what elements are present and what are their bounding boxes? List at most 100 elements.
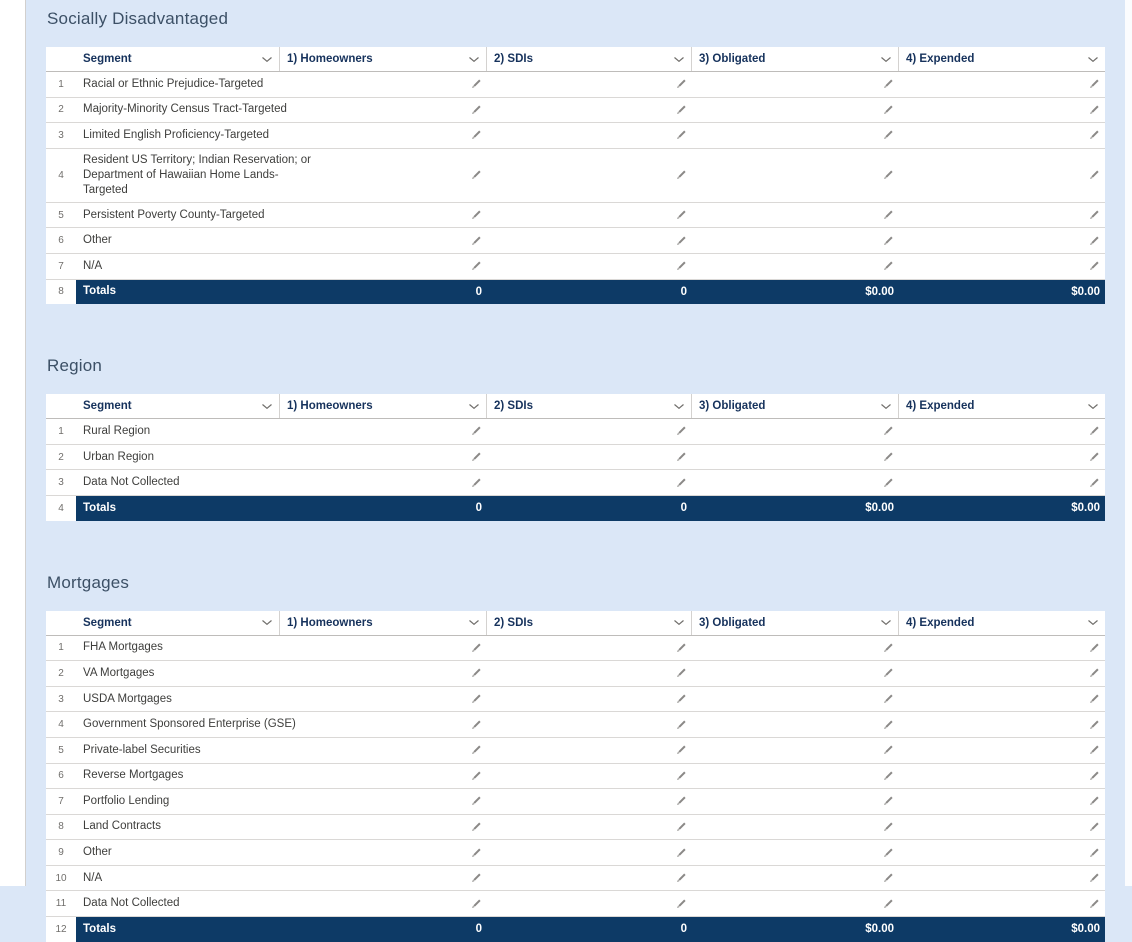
edit-pencil-icon[interactable] bbox=[470, 129, 482, 141]
editable-cell[interactable] bbox=[487, 203, 692, 228]
editable-cell[interactable] bbox=[692, 149, 899, 202]
edit-pencil-icon[interactable] bbox=[675, 719, 687, 731]
edit-pencil-icon[interactable] bbox=[470, 693, 482, 705]
edit-pencil-icon[interactable] bbox=[1088, 642, 1100, 654]
edit-pencil-icon[interactable] bbox=[675, 872, 687, 884]
editable-cell[interactable] bbox=[280, 254, 487, 279]
edit-pencil-icon[interactable] bbox=[675, 770, 687, 782]
editable-cell[interactable] bbox=[280, 661, 487, 686]
editable-cell[interactable] bbox=[487, 636, 692, 661]
edit-pencil-icon[interactable] bbox=[882, 898, 894, 910]
edit-pencil-icon[interactable] bbox=[1088, 847, 1100, 859]
scrollbar-gutter[interactable] bbox=[1125, 0, 1132, 886]
edit-pencil-icon[interactable] bbox=[675, 260, 687, 272]
editable-cell[interactable] bbox=[899, 149, 1105, 202]
editable-cell[interactable] bbox=[692, 254, 899, 279]
edit-pencil-icon[interactable] bbox=[882, 451, 894, 463]
edit-pencil-icon[interactable] bbox=[675, 235, 687, 247]
edit-pencil-icon[interactable] bbox=[1088, 209, 1100, 221]
editable-cell[interactable] bbox=[692, 891, 899, 916]
edit-pencil-icon[interactable] bbox=[675, 425, 687, 437]
editable-cell[interactable] bbox=[487, 98, 692, 123]
edit-pencil-icon[interactable] bbox=[882, 209, 894, 221]
editable-cell[interactable] bbox=[280, 419, 487, 444]
edit-pencil-icon[interactable] bbox=[470, 667, 482, 679]
chevron-down-icon[interactable] bbox=[1088, 403, 1098, 409]
editable-cell[interactable] bbox=[692, 470, 899, 495]
editable-cell[interactable] bbox=[899, 712, 1105, 737]
editable-cell[interactable] bbox=[899, 445, 1105, 470]
edit-pencil-icon[interactable] bbox=[675, 744, 687, 756]
editable-cell[interactable] bbox=[487, 72, 692, 97]
editable-cell[interactable] bbox=[899, 123, 1105, 148]
editable-cell[interactable] bbox=[280, 840, 487, 865]
edit-pencil-icon[interactable] bbox=[882, 693, 894, 705]
editable-cell[interactable] bbox=[487, 712, 692, 737]
editable-cell[interactable] bbox=[280, 636, 487, 661]
edit-pencil-icon[interactable] bbox=[882, 169, 894, 181]
edit-pencil-icon[interactable] bbox=[882, 821, 894, 833]
edit-pencil-icon[interactable] bbox=[1088, 821, 1100, 833]
column-header-4-expended[interactable]: 4) Expended bbox=[899, 47, 1105, 71]
edit-pencil-icon[interactable] bbox=[1088, 693, 1100, 705]
editable-cell[interactable] bbox=[280, 815, 487, 840]
edit-pencil-icon[interactable] bbox=[675, 898, 687, 910]
chevron-down-icon[interactable] bbox=[1088, 620, 1098, 626]
column-header-4-expended[interactable]: 4) Expended bbox=[899, 611, 1105, 635]
editable-cell[interactable] bbox=[899, 661, 1105, 686]
edit-pencil-icon[interactable] bbox=[882, 795, 894, 807]
editable-cell[interactable] bbox=[280, 470, 487, 495]
editable-cell[interactable] bbox=[487, 738, 692, 763]
edit-pencil-icon[interactable] bbox=[882, 78, 894, 90]
chevron-down-icon[interactable] bbox=[674, 620, 684, 626]
editable-cell[interactable] bbox=[899, 228, 1105, 253]
chevron-down-icon[interactable] bbox=[262, 620, 272, 626]
edit-pencil-icon[interactable] bbox=[675, 821, 687, 833]
editable-cell[interactable] bbox=[692, 123, 899, 148]
editable-cell[interactable] bbox=[692, 712, 899, 737]
editable-cell[interactable] bbox=[487, 789, 692, 814]
column-header-1-homeowners[interactable]: 1) Homeowners bbox=[280, 394, 487, 419]
editable-cell[interactable] bbox=[487, 764, 692, 789]
edit-pencil-icon[interactable] bbox=[1088, 260, 1100, 272]
editable-cell[interactable] bbox=[899, 72, 1105, 97]
editable-cell[interactable] bbox=[280, 687, 487, 712]
editable-cell[interactable] bbox=[280, 738, 487, 763]
edit-pencil-icon[interactable] bbox=[675, 477, 687, 489]
edit-pencil-icon[interactable] bbox=[675, 78, 687, 90]
editable-cell[interactable] bbox=[692, 789, 899, 814]
chevron-down-icon[interactable] bbox=[262, 56, 272, 62]
editable-cell[interactable] bbox=[692, 738, 899, 763]
edit-pencil-icon[interactable] bbox=[1088, 744, 1100, 756]
column-header-1-homeowners[interactable]: 1) Homeowners bbox=[280, 47, 487, 71]
edit-pencil-icon[interactable] bbox=[470, 477, 482, 489]
chevron-down-icon[interactable] bbox=[1088, 56, 1098, 62]
editable-cell[interactable] bbox=[692, 687, 899, 712]
edit-pencil-icon[interactable] bbox=[882, 104, 894, 116]
editable-cell[interactable] bbox=[692, 840, 899, 865]
column-header-segment[interactable]: Segment bbox=[76, 47, 280, 71]
editable-cell[interactable] bbox=[280, 764, 487, 789]
edit-pencil-icon[interactable] bbox=[1088, 898, 1100, 910]
editable-cell[interactable] bbox=[487, 123, 692, 148]
edit-pencil-icon[interactable] bbox=[882, 719, 894, 731]
edit-pencil-icon[interactable] bbox=[882, 477, 894, 489]
edit-pencil-icon[interactable] bbox=[470, 104, 482, 116]
edit-pencil-icon[interactable] bbox=[470, 847, 482, 859]
edit-pencil-icon[interactable] bbox=[882, 642, 894, 654]
edit-pencil-icon[interactable] bbox=[675, 209, 687, 221]
edit-pencil-icon[interactable] bbox=[882, 235, 894, 247]
edit-pencil-icon[interactable] bbox=[1088, 129, 1100, 141]
edit-pencil-icon[interactable] bbox=[1088, 169, 1100, 181]
editable-cell[interactable] bbox=[280, 98, 487, 123]
column-header-3-obligated[interactable]: 3) Obligated bbox=[692, 610, 899, 635]
column-header-2-sdis[interactable]: 2) SDIs bbox=[487, 394, 692, 419]
editable-cell[interactable] bbox=[899, 470, 1105, 495]
editable-cell[interactable] bbox=[487, 445, 692, 470]
editable-cell[interactable] bbox=[692, 764, 899, 789]
edit-pencil-icon[interactable] bbox=[1088, 425, 1100, 437]
editable-cell[interactable] bbox=[487, 419, 692, 444]
chevron-down-icon[interactable] bbox=[881, 56, 891, 62]
editable-cell[interactable] bbox=[692, 661, 899, 686]
edit-pencil-icon[interactable] bbox=[675, 795, 687, 807]
